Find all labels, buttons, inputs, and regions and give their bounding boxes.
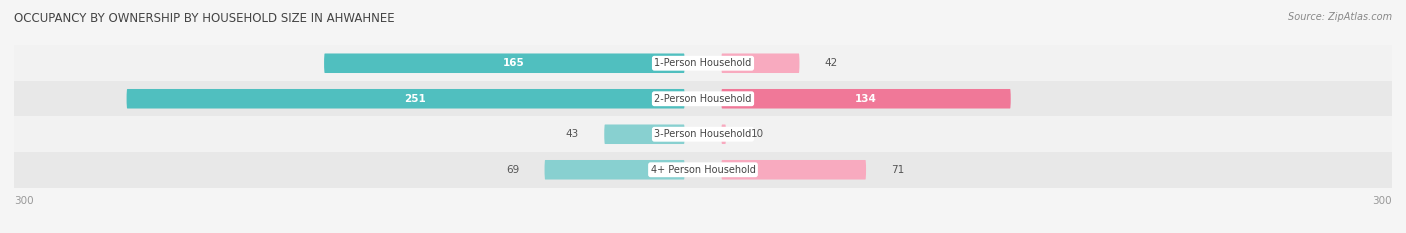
FancyBboxPatch shape [544,160,685,179]
Text: 165: 165 [503,58,524,68]
Bar [14,45,1392,81]
Text: 3-Person Household: 3-Person Household [654,129,752,139]
FancyBboxPatch shape [721,89,1011,109]
Text: 300: 300 [1372,196,1392,206]
FancyBboxPatch shape [323,54,685,73]
Text: 134: 134 [855,94,877,104]
FancyBboxPatch shape [605,124,685,144]
Text: 42: 42 [825,58,838,68]
Bar [14,81,1392,116]
Text: 4+ Person Household: 4+ Person Household [651,165,755,175]
FancyBboxPatch shape [721,54,800,73]
FancyBboxPatch shape [721,124,725,144]
Text: 71: 71 [891,165,904,175]
Text: 300: 300 [14,196,34,206]
FancyBboxPatch shape [721,160,866,179]
Bar [14,152,1392,188]
Text: 251: 251 [404,94,426,104]
Text: 69: 69 [506,165,519,175]
Text: 10: 10 [751,129,765,139]
Text: 2-Person Household: 2-Person Household [654,94,752,104]
Text: OCCUPANCY BY OWNERSHIP BY HOUSEHOLD SIZE IN AHWAHNEE: OCCUPANCY BY OWNERSHIP BY HOUSEHOLD SIZE… [14,12,395,25]
Text: Source: ZipAtlas.com: Source: ZipAtlas.com [1288,12,1392,22]
FancyBboxPatch shape [127,89,685,109]
Bar [14,116,1392,152]
Text: 43: 43 [565,129,579,139]
Text: 1-Person Household: 1-Person Household [654,58,752,68]
